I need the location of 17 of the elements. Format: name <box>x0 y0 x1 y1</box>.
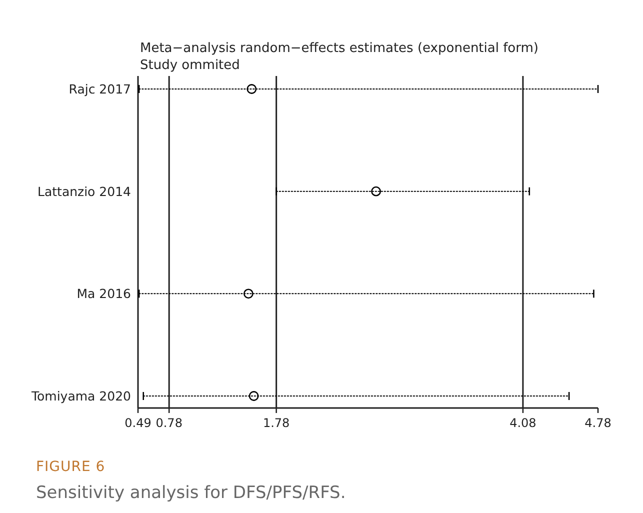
x-tick-label: 4.78 <box>584 416 612 430</box>
x-tick-label: 0.49 <box>124 416 152 430</box>
x-tick-label: 4.08 <box>510 416 536 430</box>
chart-title: Meta−analysis random−effects estimates (exponential form) <box>140 41 538 56</box>
chart-subtitle: Study ommited <box>140 58 240 73</box>
y-tick-label: Tomiyama 2020 <box>30 388 132 404</box>
y-tick-label: Lattanzio 2014 <box>38 184 132 199</box>
x-tick-label: 0.78 <box>156 416 182 430</box>
point <box>371 186 381 196</box>
x-tick-label: 1.78 <box>262 416 290 430</box>
text: Sensitivity analysis for DFS/PFS/RFS. <box>36 483 346 503</box>
y-tick-label: Ma 2016 <box>76 286 132 302</box>
point <box>243 288 254 299</box>
caption: FIGURE 6 <box>36 459 106 475</box>
point <box>248 391 259 401</box>
point <box>246 84 257 94</box>
y-tick-label: Rajc 2017 <box>68 82 131 96</box>
